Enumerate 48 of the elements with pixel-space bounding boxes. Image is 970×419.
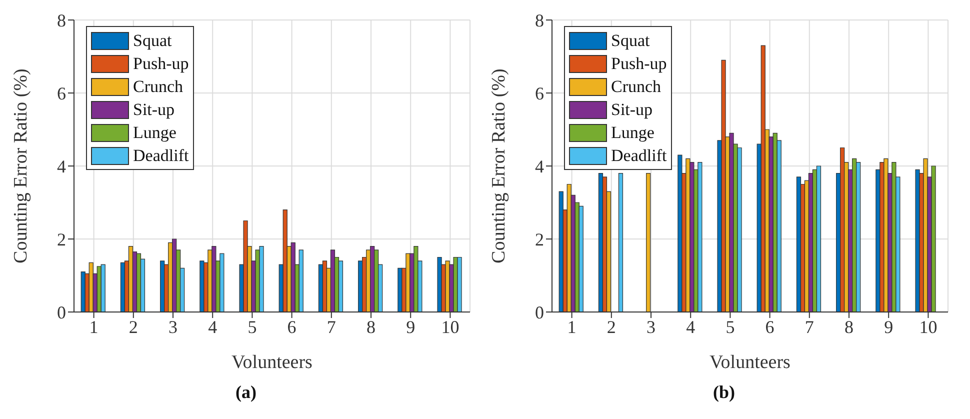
- legend-label: Lunge: [133, 122, 176, 142]
- x-tick-label: 4: [208, 316, 218, 337]
- y-tick-label: 6: [535, 83, 544, 104]
- x-axis-title: Volunteers: [232, 352, 312, 373]
- y-tick-label: 8: [57, 10, 66, 30]
- legend-label: Sit-up: [611, 100, 653, 120]
- legend-label: Crunch: [611, 76, 662, 96]
- legend-label: Crunch: [133, 76, 184, 96]
- x-tick-label: 6: [287, 316, 296, 337]
- x-tick-label: 9: [406, 316, 416, 337]
- x-tick-label: 3: [646, 316, 656, 337]
- y-tick-label: 2: [535, 229, 544, 250]
- x-tick-label: 10: [441, 316, 460, 337]
- legend-label: Push-up: [133, 54, 189, 74]
- x-tick-label: 5: [726, 316, 735, 337]
- legend-label: Squat: [611, 30, 650, 50]
- text: (b): [712, 382, 736, 403]
- x-tick-label: 1: [567, 316, 576, 337]
- x-tick-label: 10: [919, 316, 938, 337]
- x-tick-label: 2: [128, 316, 138, 337]
- x-tick-label: 7: [326, 316, 336, 337]
- y-axis-title: Counting Error Ratio (%): [10, 68, 32, 264]
- y-tick-label: 4: [57, 156, 66, 176]
- x-tick-label: 8: [844, 316, 854, 337]
- y-tick-label: 8: [535, 10, 544, 30]
- y-tick-label: 6: [57, 83, 66, 104]
- text: (a): [234, 382, 258, 403]
- x-tick-label: 8: [366, 316, 376, 337]
- x-tick-label: 7: [804, 316, 814, 337]
- legend-label: Lunge: [611, 122, 654, 142]
- x-tick-label: 1: [89, 316, 98, 337]
- x-tick-label: 5: [248, 316, 257, 337]
- y-axis-title: Counting Error Ratio (%): [488, 68, 510, 264]
- x-tick-label: 3: [168, 316, 178, 337]
- legend-label: Sit-up: [133, 100, 175, 120]
- x-axis-title: Volunteers: [710, 352, 790, 373]
- legend-label: Push-up: [611, 54, 667, 74]
- legend-label: Deadlift: [611, 146, 667, 166]
- y-tick-label: 0: [535, 302, 544, 322]
- legend-label: Deadlift: [133, 146, 189, 166]
- x-tick-label: 6: [765, 316, 774, 337]
- y-tick-label: 2: [57, 229, 66, 250]
- y-tick-label: 0: [57, 302, 66, 322]
- x-tick-label: 9: [884, 316, 894, 337]
- x-tick-label: 2: [606, 316, 616, 337]
- legend-label: Squat: [133, 30, 172, 50]
- x-tick-label: 4: [686, 316, 696, 337]
- y-tick-label: 4: [535, 156, 544, 176]
